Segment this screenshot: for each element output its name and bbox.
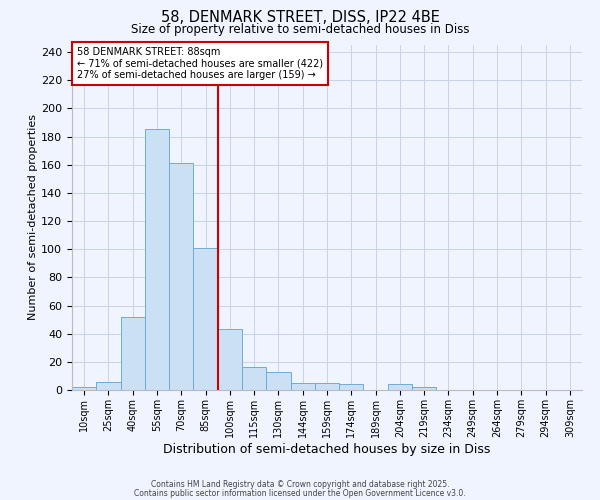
Bar: [96, 382, 121, 390]
Bar: [388, 384, 412, 390]
Bar: [218, 330, 242, 390]
Text: Contains public sector information licensed under the Open Government Licence v3: Contains public sector information licen…: [134, 488, 466, 498]
Bar: [266, 372, 290, 390]
Bar: [412, 387, 436, 390]
Text: 58 DENMARK STREET: 88sqm
← 71% of semi-detached houses are smaller (422)
27% of : 58 DENMARK STREET: 88sqm ← 71% of semi-d…: [77, 46, 323, 80]
Y-axis label: Number of semi-detached properties: Number of semi-detached properties: [28, 114, 38, 320]
Bar: [242, 368, 266, 390]
Bar: [169, 164, 193, 390]
Bar: [339, 384, 364, 390]
Text: Size of property relative to semi-detached houses in Diss: Size of property relative to semi-detach…: [131, 22, 469, 36]
Bar: [72, 387, 96, 390]
Text: Contains HM Land Registry data © Crown copyright and database right 2025.: Contains HM Land Registry data © Crown c…: [151, 480, 449, 489]
Bar: [290, 383, 315, 390]
Bar: [315, 383, 339, 390]
X-axis label: Distribution of semi-detached houses by size in Diss: Distribution of semi-detached houses by …: [163, 442, 491, 456]
Bar: [121, 317, 145, 390]
Text: 58, DENMARK STREET, DISS, IP22 4BE: 58, DENMARK STREET, DISS, IP22 4BE: [161, 10, 439, 25]
Bar: [193, 248, 218, 390]
Bar: [145, 130, 169, 390]
